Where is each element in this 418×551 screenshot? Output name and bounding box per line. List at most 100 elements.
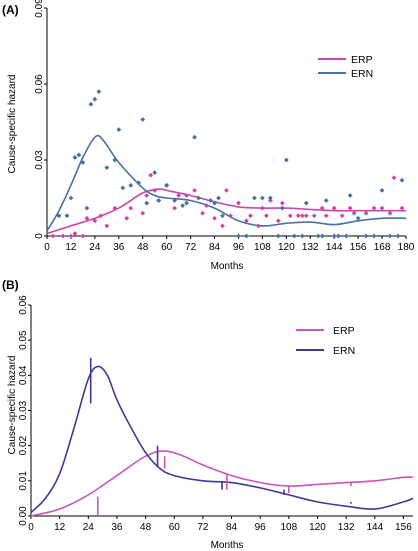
data-point-erp xyxy=(192,188,197,193)
data-point-erp xyxy=(200,210,205,216)
data-point-erp xyxy=(228,213,233,219)
y-tick-label: 0.06 xyxy=(18,295,29,315)
x-tick-label: 132 xyxy=(338,522,355,533)
data-point-erp xyxy=(279,200,285,206)
data-point-ern xyxy=(299,233,305,239)
x-tick-label: 144 xyxy=(326,242,343,253)
data-point-ern xyxy=(212,200,217,206)
panel-b-x-tick-labels: 0 12 24 36 48 60 72 84 96 108 120 132 144 156 xyxy=(28,522,412,533)
data-point-erp xyxy=(260,205,265,211)
x-tick-label: 0 xyxy=(44,242,50,253)
data-point-erp xyxy=(152,188,158,193)
data-point-erp xyxy=(263,213,269,219)
data-point-ern xyxy=(303,200,309,206)
x-tick-label: 108 xyxy=(281,522,298,533)
x-tick-label: 144 xyxy=(366,522,383,533)
data-point-ern xyxy=(80,160,86,165)
x-tick-label: 60 xyxy=(169,522,181,533)
panel-a-xlabel: Months xyxy=(211,261,244,272)
data-point-erp xyxy=(212,215,217,221)
x-tick-label: 108 xyxy=(254,242,271,253)
data-point-erp xyxy=(371,205,377,211)
data-point-ern xyxy=(319,233,325,239)
legend-label-erp: ERP xyxy=(333,325,355,337)
data-point-ern xyxy=(88,101,94,107)
data-point-ern xyxy=(144,200,150,206)
x-tick-label: 36 xyxy=(113,242,125,253)
panel-a-y-tick-labels: 0 0.03 0.06 0.09 xyxy=(34,0,45,239)
data-point-erp xyxy=(319,205,325,211)
x-tick-label: 72 xyxy=(197,522,209,533)
data-point-erp xyxy=(80,233,86,239)
data-point-ern xyxy=(279,205,285,211)
panel-a-curves xyxy=(46,134,407,235)
data-point-ern xyxy=(283,157,289,163)
data-point-ern xyxy=(164,182,170,188)
x-tick-label: 0 xyxy=(28,522,34,533)
y-tick-label: 0.04 xyxy=(18,365,29,385)
data-point-ern xyxy=(252,195,257,201)
legend-label-erp: ERP xyxy=(351,54,373,66)
data-point-erp xyxy=(148,172,154,178)
x-tick-label: 132 xyxy=(302,242,319,253)
data-point-ern xyxy=(112,157,118,163)
data-point-ern xyxy=(343,233,349,239)
x-tick-label: 96 xyxy=(255,522,267,533)
x-tick-label: 180 xyxy=(398,242,415,253)
y-tick-label: 0.05 xyxy=(18,330,29,350)
data-point-ern xyxy=(315,233,321,239)
data-point-ern xyxy=(291,233,297,239)
data-point-erp xyxy=(387,210,393,216)
legend-label-ern: ERN xyxy=(351,68,373,80)
data-point-erp xyxy=(124,215,130,221)
data-point-erp xyxy=(72,231,78,236)
data-point-ern xyxy=(363,233,369,239)
data-point-ern xyxy=(399,177,405,183)
data-point-erp xyxy=(379,205,385,211)
x-tick-label: 60 xyxy=(161,242,173,253)
data-point-ern xyxy=(192,134,197,140)
data-point-erp xyxy=(275,218,281,224)
x-tick-label: 48 xyxy=(140,522,152,533)
y-tick-label: 0 xyxy=(34,233,45,239)
data-point-erp xyxy=(287,213,293,219)
data-point-erp xyxy=(391,175,397,181)
data-point-ern xyxy=(220,213,225,219)
data-point-ern xyxy=(180,203,186,208)
data-point-ern xyxy=(260,195,265,201)
data-point-ern xyxy=(116,127,122,132)
data-point-ern xyxy=(76,152,82,158)
data-point-ern xyxy=(216,195,221,201)
data-point-erp xyxy=(399,205,405,211)
data-point-erp xyxy=(140,210,146,216)
x-tick-label: 48 xyxy=(137,242,149,253)
data-point-ern xyxy=(208,198,213,203)
data-point-ern xyxy=(56,213,62,219)
y-tick-label: 0.03 xyxy=(34,150,45,170)
data-point-erp xyxy=(176,193,182,198)
data-point-erp xyxy=(323,213,329,219)
data-point-erp xyxy=(347,205,353,211)
data-point-ern xyxy=(84,205,90,211)
data-point-ern xyxy=(104,165,110,170)
data-point-ern xyxy=(72,155,78,160)
data-point-ern xyxy=(64,213,70,219)
y-tick-label: 0.03 xyxy=(18,400,29,420)
x-tick-label: 72 xyxy=(185,242,197,253)
panel-b-legend: ERP ERN xyxy=(296,325,355,357)
data-point-erp xyxy=(92,218,98,224)
x-tick-label: 120 xyxy=(309,522,326,533)
panel-a-ylabel: Cause-specific hazard xyxy=(7,75,18,174)
x-tick-label: 84 xyxy=(209,242,221,253)
data-point-ern xyxy=(140,117,146,122)
panel-a: (A) Cause-specific hazard Months 0 12 24 36… xyxy=(2,0,415,272)
curve-ern xyxy=(46,134,407,232)
data-point-ern xyxy=(355,215,361,221)
y-tick-label: 0.02 xyxy=(18,435,29,455)
data-point-ern xyxy=(267,195,273,201)
panel-b-y-tick-labels: 0.00 0.01 0.02 0.03 0.04 0.05 0.06 xyxy=(18,295,29,526)
data-point-ern xyxy=(196,195,201,201)
data-point-ern xyxy=(244,233,249,239)
data-point-ern xyxy=(156,198,162,203)
